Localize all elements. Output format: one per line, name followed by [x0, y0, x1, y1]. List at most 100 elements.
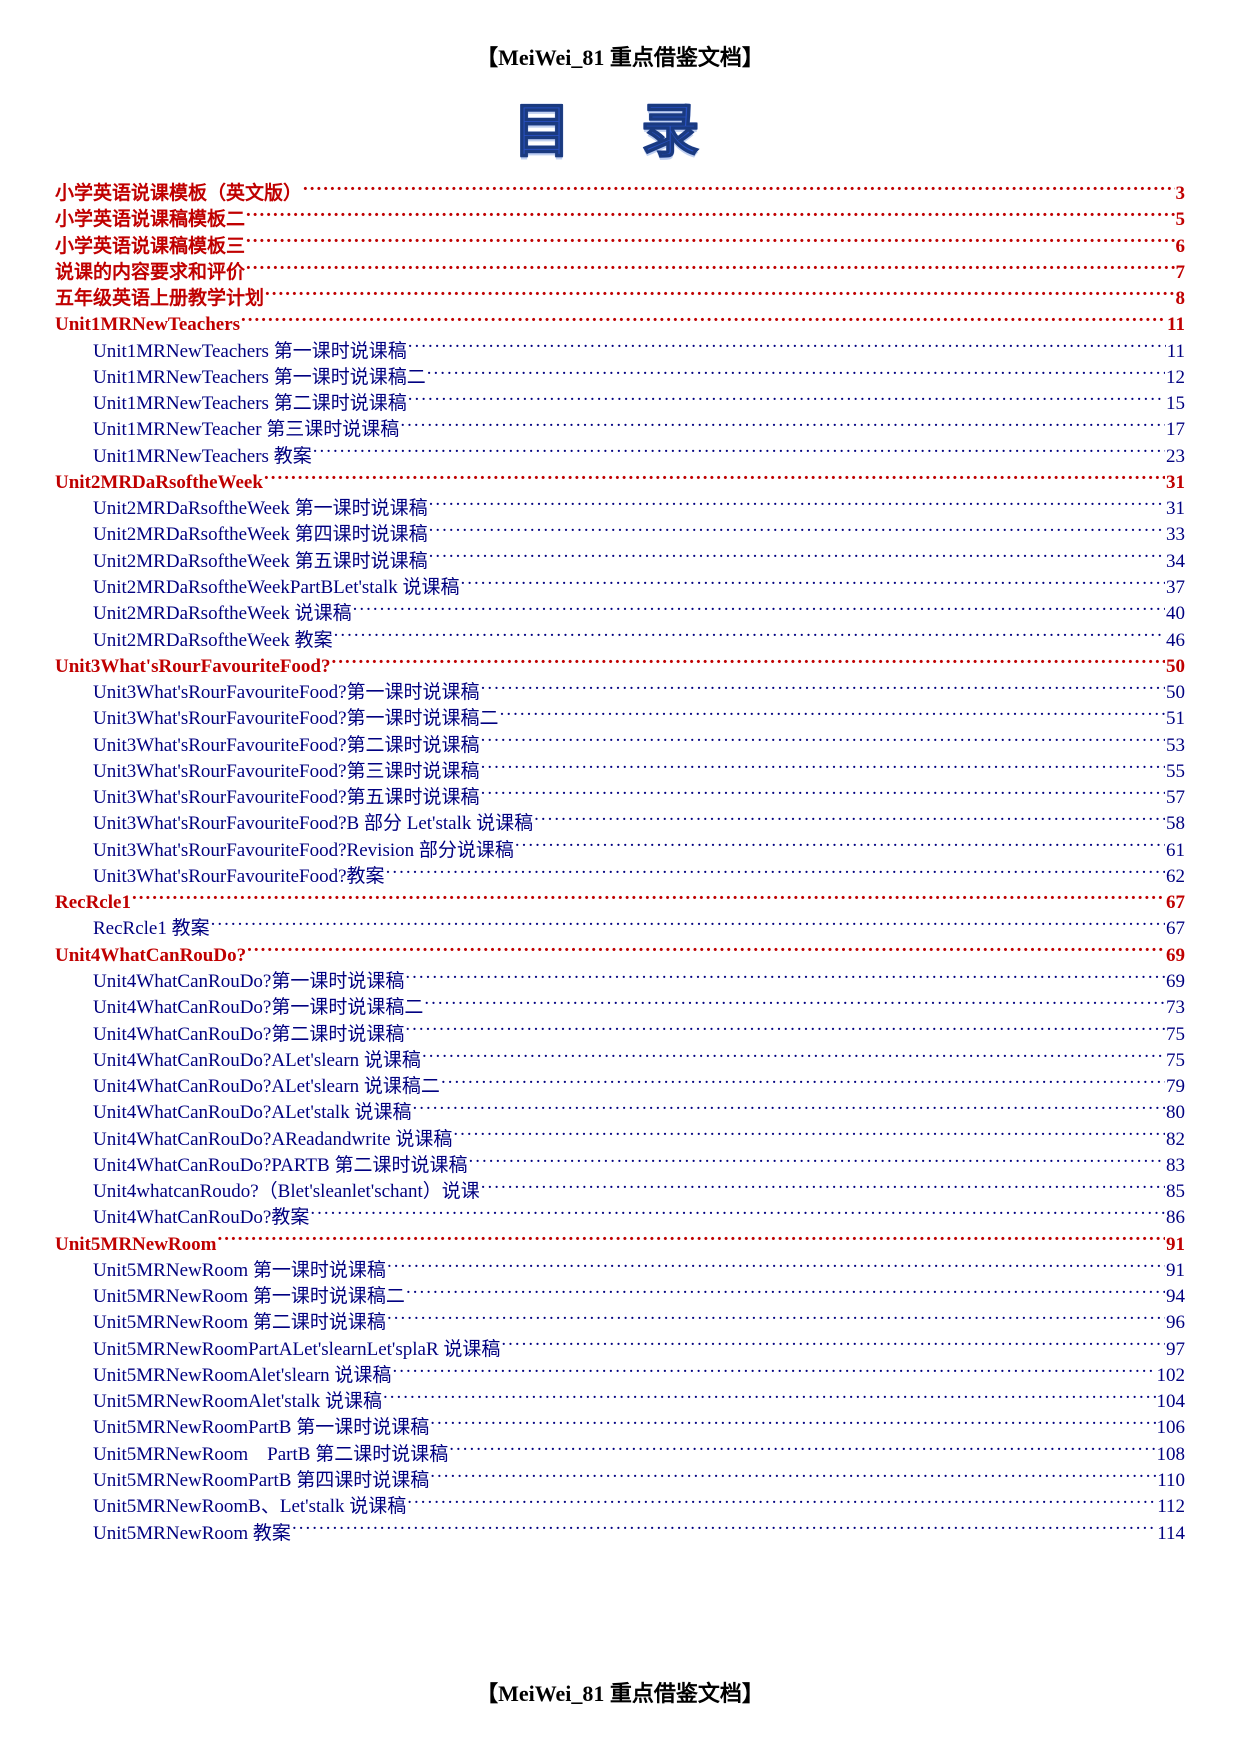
- toc-leader-dots: [292, 1520, 1156, 1539]
- toc-leader-dots: [405, 968, 1165, 987]
- toc-entry[interactable]: Unit2MRDaRsoftheWeek 第一课时说课稿31: [55, 495, 1185, 521]
- toc-entry[interactable]: 小学英语说课稿模板三6: [55, 233, 1185, 259]
- toc-entry[interactable]: Unit4WhatCanRouDo?第二课时说课稿75: [55, 1021, 1185, 1047]
- toc-entry[interactable]: Unit2MRDaRsoftheWeek 第五课时说课稿34: [55, 548, 1185, 574]
- toc-entry[interactable]: Unit2MRDaRsoftheWeek 第四课时说课稿33: [55, 521, 1185, 547]
- toc-entry-page: 50: [1166, 654, 1185, 679]
- toc-entry[interactable]: Unit4WhatCanRouDo?第一课时说课稿二73: [55, 994, 1185, 1020]
- toc-title: 目 录: [513, 84, 728, 168]
- toc-entry-label: Unit4WhatCanRouDo?第一课时说课稿: [93, 969, 404, 994]
- toc-entry[interactable]: Unit2MRDaRsoftheWeekPartBLet'stalk 说课稿37: [55, 574, 1185, 600]
- toc-entry-label: Unit2MRDaRsoftheWeek 第四课时说课稿: [93, 522, 428, 547]
- toc-entry[interactable]: Unit5MRNewRoomAlet'stalk 说课稿 104: [55, 1388, 1185, 1414]
- toc-entry-page: 61: [1166, 838, 1185, 863]
- toc-entry[interactable]: Unit3What'sRourFavouriteFood?第一课时说课稿二51: [55, 705, 1185, 731]
- toc-entry-page: 6: [1176, 234, 1186, 259]
- toc-entry[interactable]: 说课的内容要求和评价7: [55, 259, 1185, 285]
- toc-entry[interactable]: Unit5MRNewRoom 第一课时说课稿91: [55, 1257, 1185, 1283]
- toc-entry[interactable]: Unit3What'sRourFavouriteFood?50: [55, 653, 1185, 679]
- toc-entry-page: 106: [1157, 1415, 1186, 1440]
- toc-entry[interactable]: Unit4WhatCanRouDo?AReadandwrite 说课稿82: [55, 1126, 1185, 1152]
- toc-entry[interactable]: Unit3What'sRourFavouriteFood?教案62: [55, 863, 1185, 889]
- toc-leader-dots: [241, 311, 1166, 330]
- toc-entry-page: 5: [1176, 207, 1186, 232]
- toc-entry-label: Unit1MRNewTeachers 第一课时说课稿二: [93, 365, 426, 390]
- toc-leader-dots: [406, 1283, 1165, 1302]
- toc-entry[interactable]: Unit5MRNewRoomB、Let'stalk 说课稿112: [55, 1493, 1185, 1519]
- toc-leader-dots: [468, 1152, 1165, 1171]
- toc-entry[interactable]: Unit1MRNewTeacher 第三课时说课稿17: [55, 416, 1185, 442]
- toc-entry[interactable]: Unit1MRNewTeachers 教案23: [55, 443, 1185, 469]
- toc-title-block: 目 录: [55, 84, 1185, 168]
- toc-entry-page: 34: [1166, 549, 1185, 574]
- toc-entry-page: 83: [1166, 1153, 1185, 1178]
- toc-entry-label: 小学英语说课稿模板二: [55, 207, 245, 232]
- toc-entry[interactable]: Unit3What'sRourFavouriteFood?Revision 部分…: [55, 837, 1185, 863]
- toc-leader-dots: [246, 206, 1174, 225]
- toc-entry-page: 104: [1157, 1389, 1186, 1414]
- toc-entry-page: 62: [1166, 864, 1185, 889]
- toc-entry[interactable]: Unit1MRNewTeachers11: [55, 311, 1185, 337]
- toc-entry[interactable]: Unit4WhatCanRouDo?ALet'slearn 说课稿75: [55, 1047, 1185, 1073]
- toc-leader-dots: [461, 574, 1165, 593]
- toc-entry[interactable]: Unit5MRNewRoom 第一课时说课稿二94: [55, 1283, 1185, 1309]
- toc-entry[interactable]: Unit1MRNewTeachers 第一课时说课稿二12: [55, 364, 1185, 390]
- toc-entry[interactable]: RecRcle1 教案67: [55, 915, 1185, 941]
- toc-leader-dots: [387, 1309, 1165, 1328]
- toc-entry-label: Unit1MRNewTeachers 第二课时说课稿: [93, 391, 407, 416]
- toc-leader-dots: [265, 285, 1174, 304]
- toc-entry[interactable]: 小学英语说课模板（英文版）3: [55, 180, 1185, 206]
- toc-entry-label: Unit3What'sRourFavouriteFood?第二课时说课稿: [93, 733, 480, 758]
- toc-entry-page: 46: [1166, 628, 1185, 653]
- toc-entry-page: 53: [1166, 733, 1185, 758]
- toc-leader-dots: [430, 1414, 1155, 1433]
- toc-entry[interactable]: Unit4WhatCanRouDo?ALet'stalk 说课稿80: [55, 1099, 1185, 1125]
- toc-entry[interactable]: Unit3What'sRourFavouriteFood?第一课时说课稿50: [55, 679, 1185, 705]
- toc-entry[interactable]: Unit4WhatCanRouDo?69: [55, 942, 1185, 968]
- toc-entry[interactable]: Unit1MRNewTeachers 第二课时说课稿15: [55, 390, 1185, 416]
- toc-entry-page: 97: [1166, 1337, 1185, 1362]
- toc-entry-page: 40: [1166, 601, 1185, 626]
- toc-entry-label: Unit1MRNewTeachers 教案: [93, 444, 312, 469]
- toc-entry[interactable]: Unit3What'sRourFavouriteFood?第五课时说课稿57: [55, 784, 1185, 810]
- toc-entry[interactable]: Unit3What'sRourFavouriteFood?第二课时说课稿 53: [55, 732, 1185, 758]
- toc-entry-label: Unit3What'sRourFavouriteFood?B 部分 Let'st…: [93, 811, 533, 836]
- toc-leader-dots: [303, 180, 1174, 199]
- toc-entry-page: 7: [1176, 260, 1186, 285]
- toc-leader-dots: [211, 915, 1165, 934]
- toc-leader-dots: [424, 994, 1165, 1013]
- toc-entry[interactable]: RecRcle167: [55, 889, 1185, 915]
- toc-entry-label: Unit5MRNewRoom PartB 第二课时说课稿: [93, 1442, 448, 1467]
- toc-entry[interactable]: Unit2MRDaRsoftheWeek 说课稿40: [55, 600, 1185, 626]
- toc-entry[interactable]: Unit5MRNewRoom PartB 第二课时说课稿 108: [55, 1441, 1185, 1467]
- toc-entry[interactable]: 五年级英语上册教学计划8: [55, 285, 1185, 311]
- toc-entry[interactable]: Unit1MRNewTeachers 第一课时说课稿11: [55, 338, 1185, 364]
- toc-entry-label: Unit4WhatCanRouDo?教案: [93, 1205, 309, 1230]
- toc-entry[interactable]: Unit3What'sRourFavouriteFood?B 部分 Let'st…: [55, 810, 1185, 836]
- toc-entry[interactable]: Unit4WhatCanRouDo?教案86: [55, 1204, 1185, 1230]
- toc-entry[interactable]: Unit4WhatCanRouDo?PARTB 第二课时说课稿83: [55, 1152, 1185, 1178]
- toc-leader-dots: [246, 259, 1174, 278]
- toc-entry[interactable]: Unit2MRDaRsoftheWeek31: [55, 469, 1185, 495]
- toc-entry[interactable]: Unit5MRNewRoomAlet'slearn 说课稿102: [55, 1362, 1185, 1388]
- toc-leader-dots: [332, 653, 1166, 672]
- toc-entry[interactable]: Unit5MRNewRoom 第二课时说课稿96: [55, 1309, 1185, 1335]
- toc-entry[interactable]: Unit5MRNewRoom 教案114: [55, 1520, 1185, 1546]
- toc-entry[interactable]: Unit5MRNewRoom91: [55, 1231, 1185, 1257]
- toc-entry[interactable]: Unit5MRNewRoomPartB 第四课时说课稿110: [55, 1467, 1185, 1493]
- toc-entry[interactable]: Unit4whatcanRoudo?（Blet'sleanlet'schant）…: [55, 1178, 1185, 1204]
- toc-entry[interactable]: Unit5MRNewRoomPartALet'slearnLet'splaR 说…: [55, 1336, 1185, 1362]
- toc-entry[interactable]: Unit5MRNewRoomPartB 第一课时说课稿106: [55, 1414, 1185, 1440]
- toc-leader-dots: [392, 1362, 1155, 1381]
- toc-entry-label: Unit3What'sRourFavouriteFood?第三课时说课稿: [93, 759, 480, 784]
- toc-entry[interactable]: Unit2MRDaRsoftheWeek 教案46: [55, 627, 1185, 653]
- toc-leader-dots: [405, 1021, 1165, 1040]
- toc-entry[interactable]: 小学英语说课稿模板二 5: [55, 206, 1185, 232]
- toc-entry[interactable]: Unit3What'sRourFavouriteFood?第三课时说课稿55: [55, 758, 1185, 784]
- toc-entry[interactable]: Unit4WhatCanRouDo?ALet'slearn 说课稿二79: [55, 1073, 1185, 1099]
- toc-entry-page: 69: [1166, 943, 1185, 968]
- toc-entry-page: 108: [1157, 1442, 1186, 1467]
- toc-entry-label: Unit5MRNewRoomAlet'stalk 说课稿: [93, 1389, 382, 1414]
- toc-entry-label: Unit1MRNewTeachers 第一课时说课稿: [93, 339, 407, 364]
- toc-entry[interactable]: Unit4WhatCanRouDo?第一课时说课稿69: [55, 968, 1185, 994]
